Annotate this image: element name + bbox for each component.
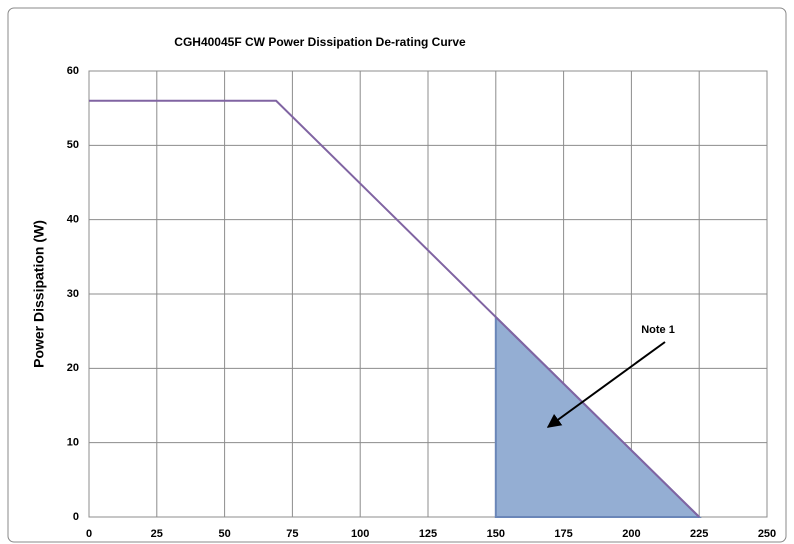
x-tick-label: 50 [218,528,230,540]
x-tick-label: 0 [86,528,92,540]
chart-title: CGH40045F CW Power Dissipation De-rating… [174,35,466,49]
y-tick-label: 60 [67,65,79,77]
y-tick-label: 20 [67,362,79,374]
annotation-arrow [546,341,666,428]
y-tick-label: 0 [73,511,79,523]
y-tick-label: 10 [67,437,79,449]
x-tick-label: 200 [622,528,640,540]
plot-area: 0 10 20 30 40 50 60 0 25 50 75 100 125 150 175 200 225 25… [67,65,776,540]
x-tick-label: 225 [690,528,708,540]
x-tick-label: 150 [487,528,505,540]
annotation: Note 1 [641,324,675,336]
x-tick-label: 125 [419,528,437,540]
y-tick-label: 50 [67,139,79,151]
plot-frame [88,70,768,518]
x-tick-label: 75 [286,528,298,540]
chart-border [7,7,787,543]
x-tick-label: 25 [151,528,163,540]
data-line [89,99,700,518]
x-tick-label: 250 [758,528,776,540]
y-tick-label: 30 [67,288,79,300]
y-axis-label: Power Dissipation (W) [31,220,47,368]
x-tick-label: 100 [351,528,369,540]
y-tick-label: 40 [67,214,79,226]
x-tick-label: 175 [554,528,572,540]
